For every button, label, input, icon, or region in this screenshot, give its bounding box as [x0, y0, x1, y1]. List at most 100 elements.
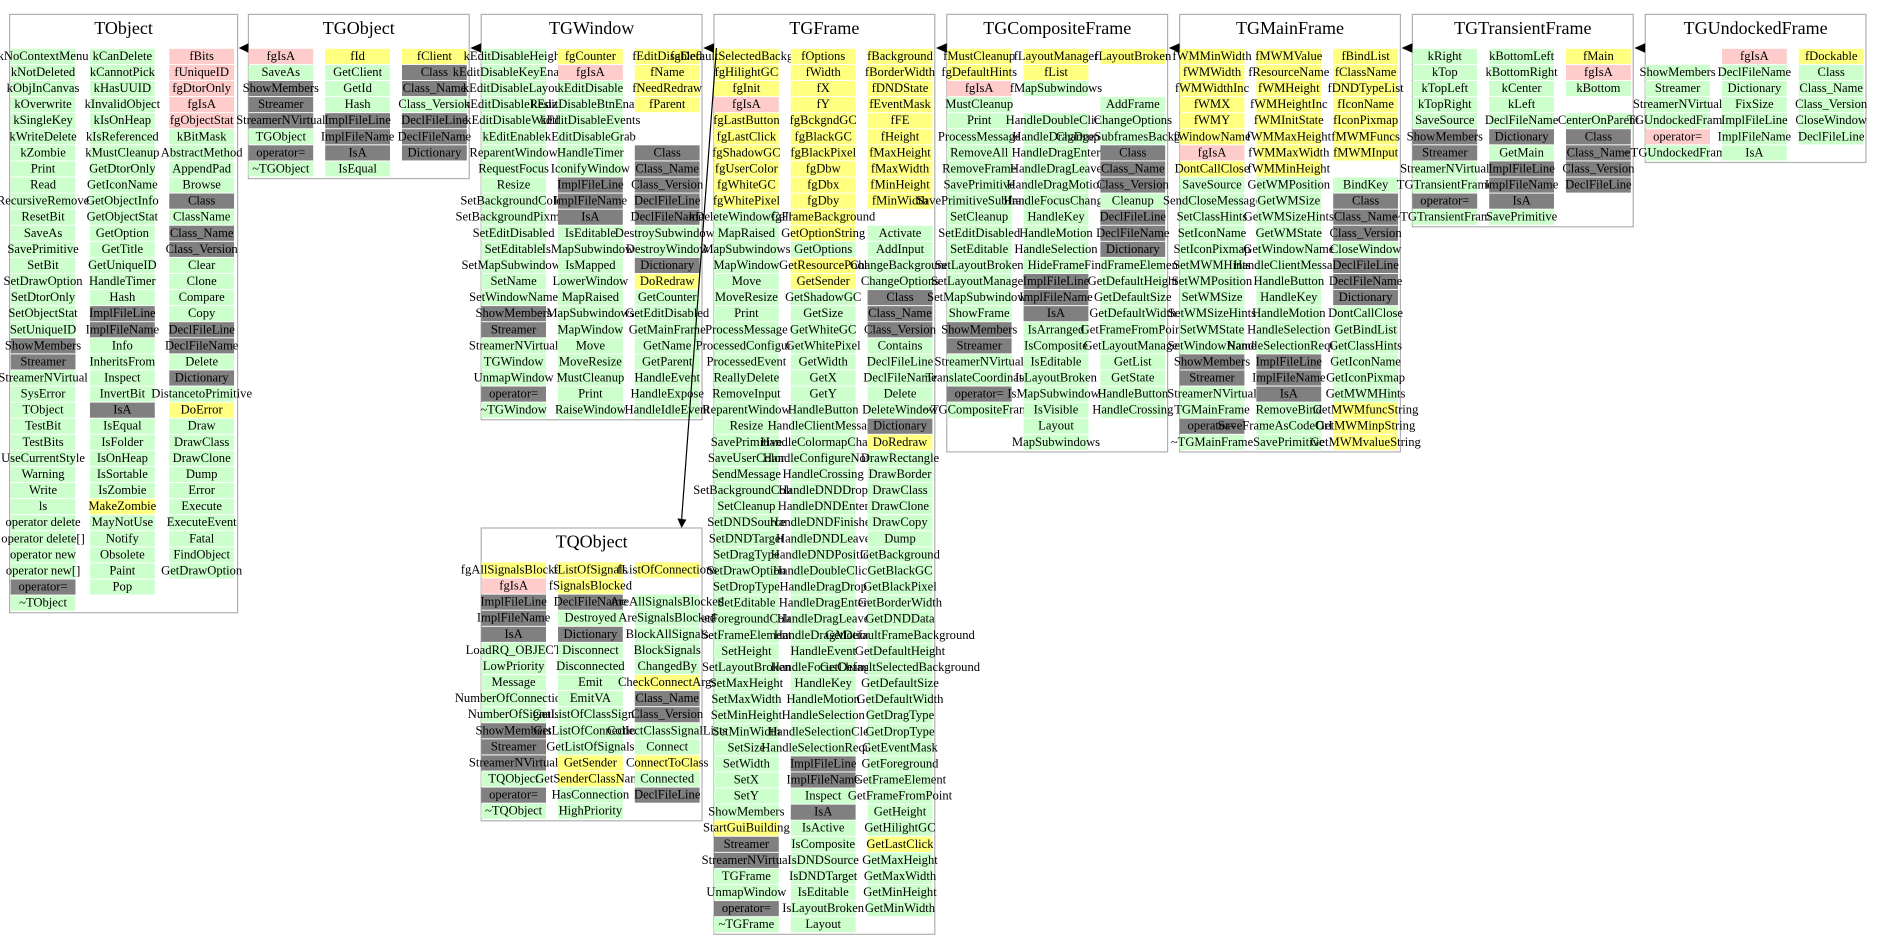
member-cell	[946, 145, 1012, 161]
member-cell	[867, 48, 933, 64]
member-cell	[89, 129, 155, 145]
member-cell	[1100, 177, 1166, 193]
member-label: SetBackgroundPixmap	[456, 210, 572, 224]
member-label: RequestFocus	[478, 161, 549, 175]
member-label: DeclFileLine	[634, 194, 701, 208]
member-cell	[714, 483, 779, 499]
member-cell	[89, 418, 155, 434]
inheritance-arrow	[703, 43, 714, 53]
member-label: HighPriority	[559, 804, 623, 818]
member-label: CloseWindow	[1795, 113, 1867, 127]
member-label: GetOptions	[794, 242, 852, 256]
member-cell	[1256, 386, 1322, 402]
member-cell	[946, 402, 1012, 418]
member-label: fParent	[649, 97, 686, 111]
member-cell	[10, 483, 76, 499]
class-box: TGCompositeFrame fMustCleanup fgDefaultHin…	[917, 13, 1210, 453]
member-label: MapRaised	[562, 290, 620, 304]
member-cell	[89, 97, 155, 113]
member-cell	[714, 595, 779, 611]
member-cell	[946, 129, 1012, 145]
member-label: SetWindowName	[1167, 338, 1256, 352]
member-cell	[169, 145, 235, 161]
member-cell	[867, 708, 933, 724]
member-cell	[867, 868, 933, 885]
member-cell	[10, 193, 76, 209]
member-label: fgIsA	[1584, 65, 1613, 79]
member-label: ProcessedEvent	[707, 354, 787, 368]
inheritance-arrow	[1634, 43, 1646, 53]
member-cell	[481, 257, 546, 273]
member-label: ImplFileLine	[790, 756, 857, 770]
member-cell	[790, 772, 856, 788]
member-cell	[790, 257, 856, 273]
member-cell	[634, 177, 700, 193]
member-label: DeclFileName	[1096, 226, 1170, 240]
member-cell	[790, 724, 856, 740]
member-cell	[10, 370, 76, 386]
member-cell	[10, 209, 76, 225]
member-cell	[10, 273, 76, 290]
diagram-scene: TObject kNoContextMenu kNotDeleted kObjInCa…	[0, 13, 1868, 935]
member-label: Print	[578, 387, 603, 401]
member-label: GetHeight	[874, 805, 927, 819]
member-cell	[169, 434, 235, 450]
member-cell	[867, 804, 933, 820]
member-cell	[790, 306, 856, 322]
member-label: fMinHeight	[870, 178, 930, 192]
member-cell	[790, 450, 856, 466]
member-label: IsZombie	[98, 483, 147, 497]
member-cell	[558, 241, 623, 257]
member-label: TObject	[23, 403, 65, 417]
member-label: AreAllSignalsBlocked	[610, 595, 725, 609]
member-label: Connected	[640, 772, 695, 786]
member-label: StartGuiBuilding	[703, 821, 790, 835]
member-cell	[714, 515, 779, 531]
member-cell	[1256, 193, 1322, 209]
member-label: GetSenderClassName	[535, 772, 646, 786]
member-label: IsA	[1745, 145, 1763, 159]
member-label: MustCleanup	[556, 370, 624, 384]
member-cell	[558, 81, 623, 97]
member-cell	[1333, 177, 1398, 193]
member-label: DeclFileName	[1329, 274, 1403, 288]
member-cell	[1256, 290, 1322, 306]
member-cell	[558, 755, 623, 771]
member-cell	[1333, 306, 1398, 322]
member-label: fgDtorOnly	[172, 81, 231, 95]
member-cell	[481, 290, 546, 306]
member-label: GetMinHeight	[863, 885, 937, 899]
member-cell	[1256, 338, 1322, 354]
member-label: Class	[1352, 194, 1379, 208]
member-label: Paint	[109, 563, 135, 577]
member-cell	[325, 161, 391, 177]
member-cell	[325, 97, 391, 113]
member-cell	[1798, 97, 1864, 113]
member-label: fDockable	[1805, 49, 1858, 63]
member-cell	[169, 290, 235, 306]
member-label: GetObjectStat	[87, 210, 159, 224]
member-label: GetMWMfuncString	[1313, 403, 1419, 417]
member-label: SetCleanup	[717, 499, 775, 513]
member-cell	[790, 338, 856, 354]
member-label: SetClassHints	[1177, 210, 1248, 224]
member-label: HandleDoubleClick	[1006, 113, 1107, 127]
member-label: SetMWMHints	[1173, 258, 1251, 272]
member-label: fIconName	[1337, 97, 1394, 111]
member-cell	[634, 338, 700, 354]
member-label: DeclFileLine	[867, 354, 934, 368]
member-cell	[402, 145, 467, 161]
member-label: DrawCopy	[872, 515, 928, 529]
member-cell	[946, 338, 1012, 354]
member-cell	[867, 161, 933, 177]
member-cell	[169, 257, 235, 273]
member-label: fgHilightGC	[715, 65, 779, 79]
member-cell	[1333, 81, 1398, 97]
member-cell	[558, 691, 623, 707]
member-cell	[1333, 145, 1398, 161]
member-cell	[946, 290, 1012, 306]
member-cell	[634, 225, 700, 241]
member-cell	[1256, 418, 1322, 434]
member-label: operator delete	[5, 515, 81, 529]
member-label: SetCleanup	[950, 210, 1008, 224]
